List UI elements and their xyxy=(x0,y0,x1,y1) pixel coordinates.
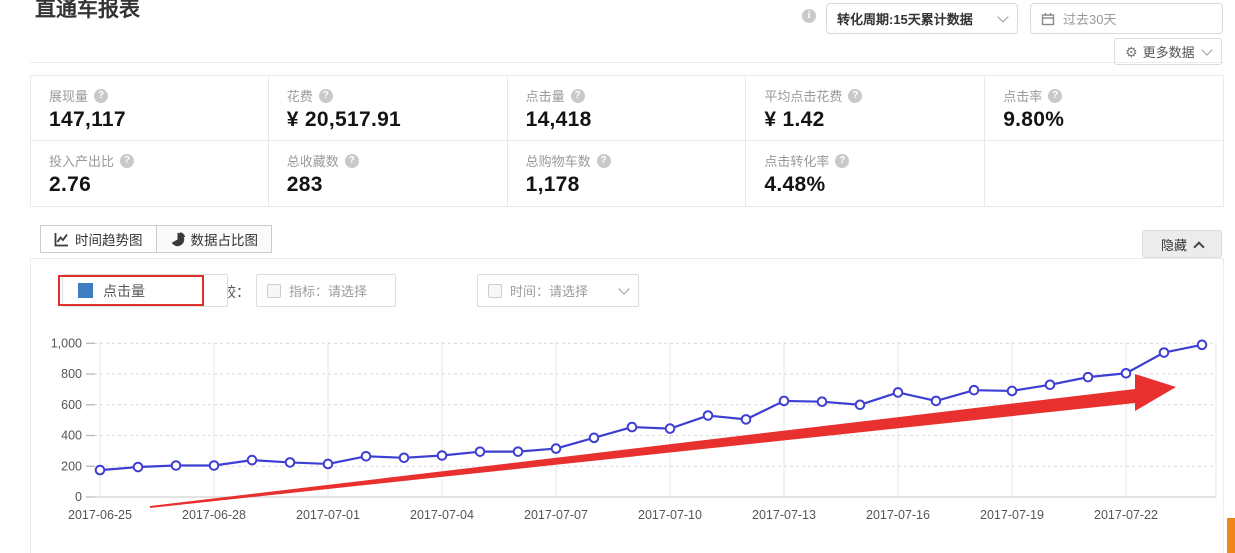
help-icon[interactable]: ? xyxy=(1048,88,1063,103)
stat-label: 投入产出比 xyxy=(49,154,115,169)
svg-text:800: 800 xyxy=(61,367,82,381)
stat-value: 283 xyxy=(286,173,323,196)
header-divider xyxy=(30,62,1224,63)
tab-time-trend[interactable]: 时间趋势图 xyxy=(41,226,156,252)
help-icon[interactable]: ? xyxy=(570,88,585,103)
stat-value: ¥ 20,517.91 xyxy=(286,108,402,131)
svg-text:2017-07-22: 2017-07-22 xyxy=(1094,508,1158,522)
stat-value: 2.76 xyxy=(49,173,92,196)
legend-label: 点击量 xyxy=(103,282,145,299)
svg-text:0: 0 xyxy=(75,490,82,504)
stat-card-avg-click-cost: 平均点击花费? ¥ 1.42 xyxy=(746,75,986,141)
compare-metric-select[interactable]: 指标：请选择 xyxy=(256,274,396,307)
stat-card-ctr: 点击率? 9.80% xyxy=(985,75,1224,141)
help-icon[interactable]: ? xyxy=(344,153,359,168)
checkbox-unchecked[interactable] xyxy=(488,283,502,298)
svg-text:2017-06-28: 2017-06-28 xyxy=(182,508,246,522)
stat-card-favorites: 总收藏数? 283 xyxy=(268,141,508,207)
stat-label: 展现量 xyxy=(49,89,89,104)
stat-card-roi: 投入产出比? 2.76 xyxy=(30,141,269,207)
svg-text:600: 600 xyxy=(61,398,82,412)
svg-text:2017-07-19: 2017-07-19 xyxy=(980,508,1044,522)
tab-data-proportion[interactable]: 数据占比图 xyxy=(155,226,271,252)
help-icon[interactable]: ? xyxy=(835,153,850,168)
stat-card-clicks: 点击量? 14,418 xyxy=(507,75,747,141)
svg-text:2017-06-25: 2017-06-25 xyxy=(68,508,132,522)
stat-label: 点击转化率 xyxy=(764,154,830,169)
svg-text:2017-07-16: 2017-07-16 xyxy=(866,508,930,522)
time-select-placeholder: 时间：请选择 xyxy=(510,284,589,299)
hide-chart-button[interactable]: 隐藏 xyxy=(1142,230,1222,258)
stat-card-impressions: 展现量? 147,117 xyxy=(30,75,269,141)
help-icon[interactable]: ? xyxy=(848,88,863,103)
tab-label: 数据占比图 xyxy=(190,233,259,248)
chart-gridlines xyxy=(86,342,1217,498)
svg-text:2017-07-04: 2017-07-04 xyxy=(410,508,474,522)
stat-label: 点击率 xyxy=(1003,89,1043,104)
stat-value: 1,178 xyxy=(525,173,580,196)
more-data-button[interactable]: ⚙ 更多数据 xyxy=(1114,38,1222,65)
svg-text:2017-07-01: 2017-07-01 xyxy=(296,508,360,522)
svg-text:1,000: 1,000 xyxy=(51,336,82,350)
legend-color-swatch xyxy=(78,283,93,298)
conversion-period-select[interactable]: 转化周期:15天累计数据 xyxy=(826,3,1018,34)
date-range-value: 过去30天 xyxy=(1063,12,1117,27)
stat-card-cost: 花费? ¥ 20,517.91 xyxy=(268,75,508,141)
floating-side-tab[interactable] xyxy=(1227,518,1235,553)
stat-label: 平均点击花费 xyxy=(764,89,843,104)
chevron-down-icon xyxy=(1200,43,1213,56)
stat-value: 4.48% xyxy=(764,173,826,196)
stat-card-conversion-rate: 点击转化率? 4.48% xyxy=(746,141,986,207)
help-icon[interactable]: ? xyxy=(596,153,611,168)
calendar-icon xyxy=(1041,12,1055,25)
stat-card-empty xyxy=(985,141,1224,207)
trend-arrow-annotation xyxy=(150,374,1176,508)
tab-label: 时间趋势图 xyxy=(75,233,143,248)
stat-label: 总收藏数 xyxy=(286,154,339,169)
pie-chart-icon xyxy=(171,231,185,246)
stat-value: 9.80% xyxy=(1003,108,1065,131)
stat-label: 花费 xyxy=(286,89,313,104)
svg-text:200: 200 xyxy=(61,459,82,473)
svg-text:2017-07-07: 2017-07-07 xyxy=(524,508,588,522)
chart-axis-labels: 0 200 400 600 800 1,000 2017-06-25 2017-06-28 20… xyxy=(51,336,1158,522)
page-title: 直通车报表 xyxy=(35,0,140,21)
chevron-up-icon xyxy=(1193,240,1205,253)
checkbox-unchecked[interactable] xyxy=(267,283,281,298)
info-icon[interactable]: i xyxy=(802,9,816,23)
svg-text:2017-07-13: 2017-07-13 xyxy=(752,508,816,522)
stat-label: 点击量 xyxy=(525,89,565,104)
legend-item-clicks[interactable]: 点击量 xyxy=(62,274,228,307)
line-chart-icon xyxy=(54,232,68,246)
conversion-period-value: 转化周期:15天累计数据 xyxy=(837,12,973,27)
svg-text:400: 400 xyxy=(61,429,82,443)
stat-value: 147,117 xyxy=(49,108,126,131)
chart-tab-bar: 时间趋势图 数据占比图 xyxy=(40,225,272,253)
stat-value: ¥ 1.42 xyxy=(764,108,825,131)
help-icon[interactable]: ? xyxy=(318,88,333,103)
gear-icon: ⚙ xyxy=(1125,43,1138,60)
stats-summary-table: 展现量? 147,117 花费? ¥ 20,517.91 点击量? 14,418… xyxy=(30,75,1224,207)
metric-select-placeholder: 指标：请选择 xyxy=(289,284,368,299)
compare-time-select[interactable]: 时间：请选择 xyxy=(477,274,639,307)
more-data-label: 更多数据 xyxy=(1142,45,1195,60)
help-icon[interactable]: ? xyxy=(120,153,135,168)
stat-value: 14,418 xyxy=(525,108,592,131)
trend-line-chart[interactable]: 0 200 400 600 800 1,000 2017-06-25 2017-06-28 20… xyxy=(30,328,1230,540)
chevron-down-icon xyxy=(618,282,630,295)
stat-label: 总购物车数 xyxy=(525,154,591,169)
hide-label: 隐藏 xyxy=(1160,237,1187,253)
date-range-picker[interactable]: 过去30天 xyxy=(1030,3,1223,34)
stat-card-carts: 总购物车数? 1,178 xyxy=(507,141,747,207)
chart-series-clicks xyxy=(94,339,1208,476)
help-icon[interactable]: ? xyxy=(94,88,109,103)
chevron-down-icon xyxy=(997,10,1009,23)
svg-text:2017-07-10: 2017-07-10 xyxy=(638,508,702,522)
